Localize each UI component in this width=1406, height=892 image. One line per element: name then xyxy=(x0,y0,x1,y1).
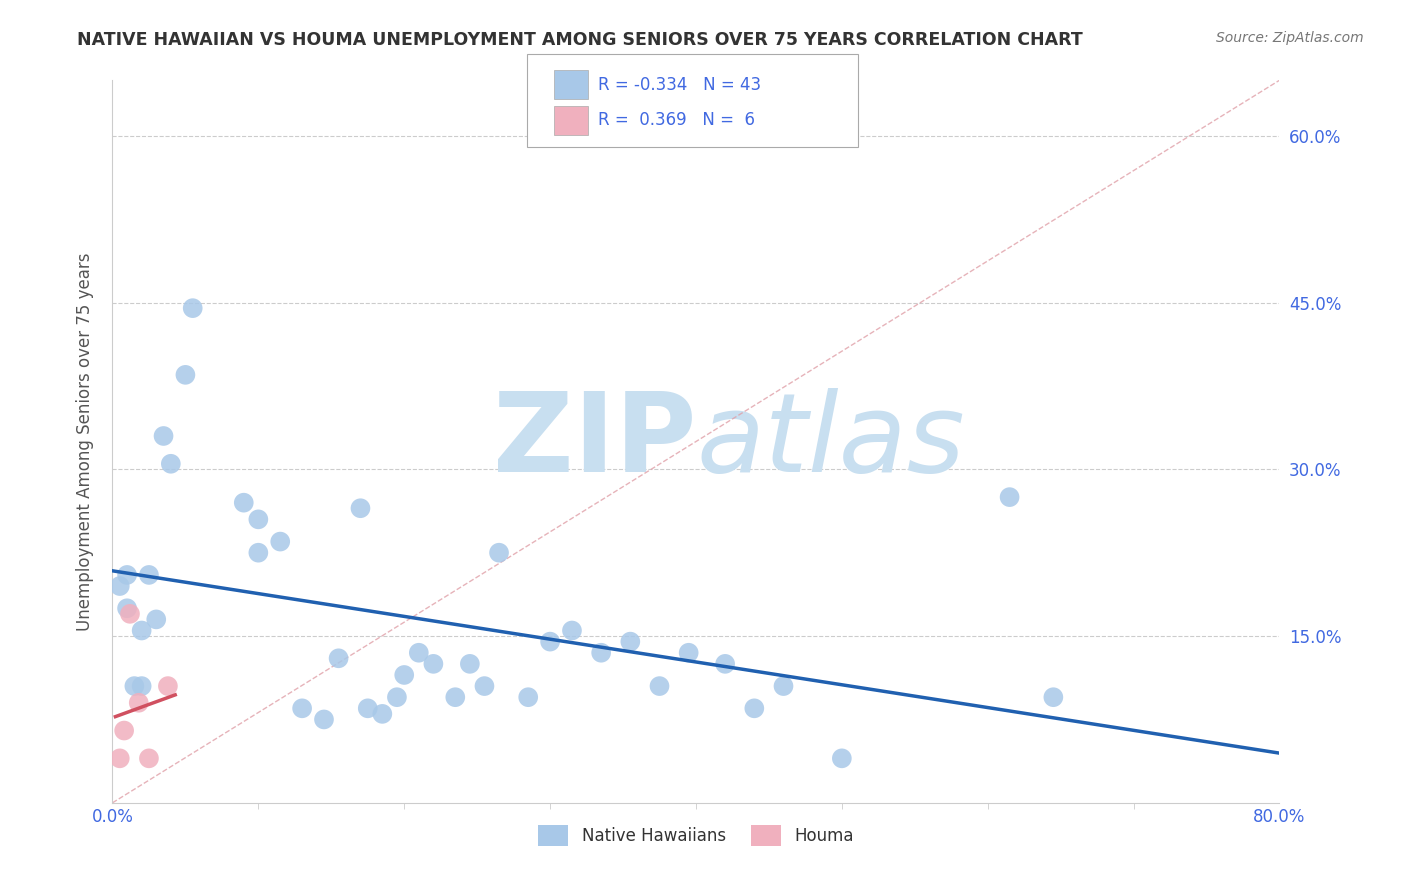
Point xyxy=(174,368,197,382)
Point xyxy=(458,657,481,671)
Point xyxy=(648,679,671,693)
Point xyxy=(152,429,174,443)
Point xyxy=(678,646,700,660)
Point xyxy=(742,701,765,715)
Point xyxy=(232,496,254,510)
Point xyxy=(831,751,853,765)
Point xyxy=(772,679,794,693)
Point xyxy=(108,751,131,765)
Text: NATIVE HAWAIIAN VS HOUMA UNEMPLOYMENT AMONG SENIORS OVER 75 YEARS CORRELATION CH: NATIVE HAWAIIAN VS HOUMA UNEMPLOYMENT AM… xyxy=(77,31,1083,49)
Point xyxy=(538,634,561,648)
Point xyxy=(115,568,138,582)
Point xyxy=(357,701,380,715)
Point xyxy=(138,568,160,582)
Point xyxy=(131,624,153,638)
Point xyxy=(394,668,416,682)
Point xyxy=(108,579,131,593)
Point xyxy=(247,546,270,560)
Text: R =  0.369   N =  6: R = 0.369 N = 6 xyxy=(598,112,755,129)
Point xyxy=(998,490,1021,504)
Legend: Native Hawaiians, Houma: Native Hawaiians, Houma xyxy=(531,819,860,852)
Point xyxy=(591,646,613,660)
Point xyxy=(118,607,141,621)
Point xyxy=(408,646,430,660)
Point xyxy=(444,690,467,705)
Text: ZIP: ZIP xyxy=(492,388,696,495)
Point xyxy=(138,751,160,765)
Point xyxy=(145,612,167,626)
Point xyxy=(124,679,146,693)
Point xyxy=(349,501,371,516)
Point xyxy=(488,546,510,560)
Point xyxy=(160,457,183,471)
Text: atlas: atlas xyxy=(696,388,965,495)
Point xyxy=(269,534,291,549)
Point xyxy=(619,634,641,648)
Point xyxy=(115,601,138,615)
Point xyxy=(312,713,335,727)
Point xyxy=(247,512,270,526)
Point xyxy=(291,701,314,715)
Point xyxy=(112,723,135,738)
Point xyxy=(181,301,204,315)
Point xyxy=(422,657,444,671)
Text: Source: ZipAtlas.com: Source: ZipAtlas.com xyxy=(1216,31,1364,45)
Point xyxy=(517,690,540,705)
Point xyxy=(371,706,394,721)
Point xyxy=(385,690,408,705)
Point xyxy=(328,651,350,665)
Point xyxy=(156,679,179,693)
Point xyxy=(131,679,153,693)
Text: R = -0.334   N = 43: R = -0.334 N = 43 xyxy=(598,76,761,94)
Y-axis label: Unemployment Among Seniors over 75 years: Unemployment Among Seniors over 75 years xyxy=(76,252,94,631)
Point xyxy=(474,679,496,693)
Point xyxy=(1042,690,1064,705)
Point xyxy=(714,657,737,671)
Point xyxy=(561,624,583,638)
Point xyxy=(128,696,150,710)
